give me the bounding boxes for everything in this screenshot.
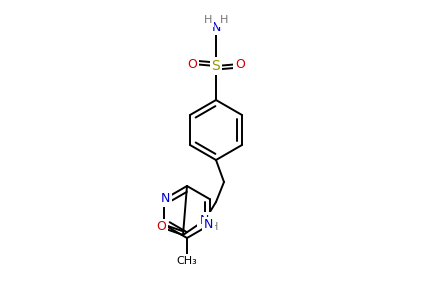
Text: S: S [211,59,220,73]
Text: N: N [160,193,170,205]
Text: H: H [219,15,227,25]
Text: O: O [187,57,197,71]
Text: N: N [203,218,213,232]
Text: H: H [203,15,212,25]
Text: O: O [234,57,244,71]
Text: N: N [199,214,208,226]
Text: CH₃: CH₃ [176,256,197,266]
Text: H: H [209,222,218,232]
Text: O: O [156,220,166,234]
Text: N: N [211,20,220,34]
